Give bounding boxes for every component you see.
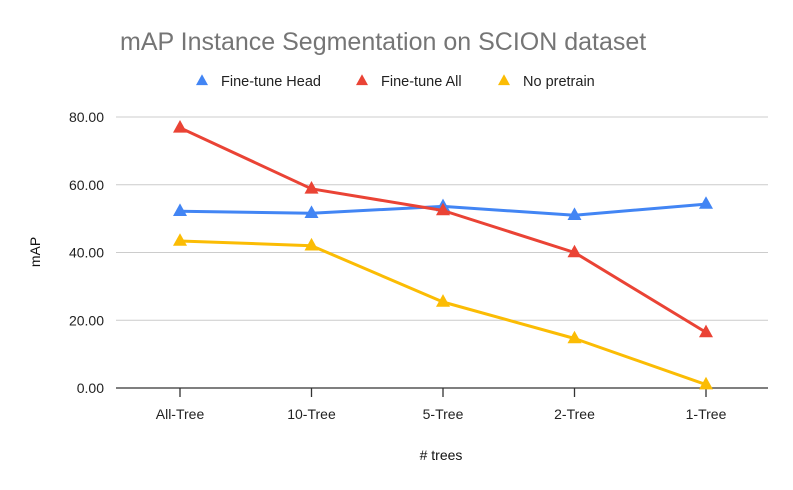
y-tick-label: 80.00: [69, 109, 104, 125]
x-tick-label: 2-Tree: [554, 406, 595, 422]
data-point-marker: [699, 324, 713, 338]
x-tick-label: 1-Tree: [686, 406, 727, 422]
x-tick-label: 10-Tree: [287, 406, 336, 422]
data-point-marker: [567, 244, 582, 258]
y-tick-label: 40.00: [69, 245, 104, 261]
x-tick-label: All-Tree: [156, 406, 205, 422]
chart-title: mAP Instance Segmentation on SCION datas…: [120, 28, 646, 56]
y-tick-label: 0.00: [77, 380, 104, 396]
legend-marker-icon: [356, 74, 368, 86]
data-point-marker: [173, 203, 187, 216]
series-no-pretrain: [173, 233, 713, 390]
data-point-marker: [699, 376, 713, 390]
legend-label: Fine-tune Head: [221, 74, 321, 90]
series-fine-tune-all: [173, 120, 713, 338]
data-point-marker: [567, 330, 582, 344]
legend-label: Fine-tune All: [381, 74, 462, 90]
y-tick-label: 20.00: [69, 312, 104, 328]
y-tick-label: 60.00: [69, 177, 104, 193]
legend-label: No pretrain: [523, 74, 595, 90]
series-layer: [173, 120, 713, 390]
series-line: [179, 239, 707, 387]
data-point-marker: [304, 181, 319, 194]
data-point-marker: [304, 237, 319, 251]
legend-marker-icon: [498, 74, 510, 86]
x-axis-label: # trees: [420, 447, 463, 463]
data-point-marker: [436, 294, 450, 307]
y-axis-ticks: 0.00 20.00 40.00 60.00 80.00: [69, 109, 104, 396]
data-point-marker: [304, 205, 319, 218]
gridlines: [116, 116, 768, 321]
data-point-marker: [567, 207, 582, 220]
data-point-marker: [699, 196, 713, 209]
data-point-marker: [436, 202, 450, 216]
legend-marker-icon: [196, 74, 208, 86]
data-point-marker: [173, 233, 187, 246]
data-point-marker: [173, 120, 187, 133]
y-axis-label: mAP: [27, 237, 43, 267]
x-tick-label: 5-Tree: [423, 406, 464, 422]
x-axis: All-Tree 10-Tree 5-Tree 2-Tree 1-Tree: [116, 387, 768, 422]
legend: Fine-tune Head Fine-tune All No pretrain: [196, 74, 595, 90]
